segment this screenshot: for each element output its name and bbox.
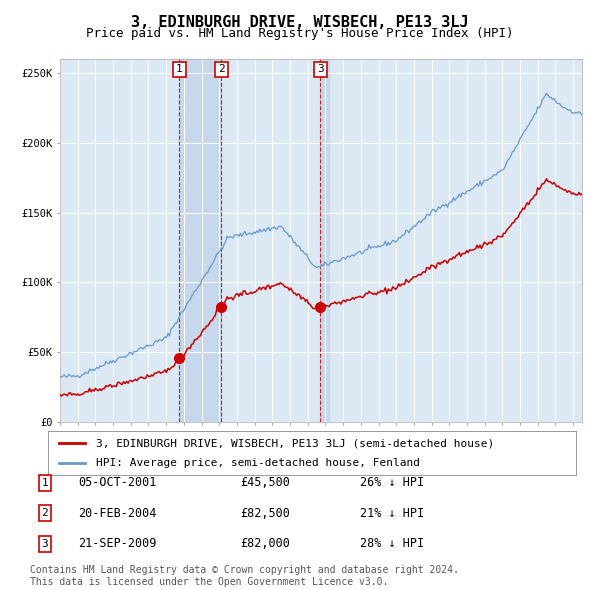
Text: 21% ↓ HPI: 21% ↓ HPI: [360, 507, 424, 520]
Text: 3, EDINBURGH DRIVE, WISBECH, PE13 3LJ (semi-detached house): 3, EDINBURGH DRIVE, WISBECH, PE13 3LJ (s…: [95, 438, 494, 448]
Text: £45,500: £45,500: [240, 476, 290, 489]
Text: HPI: Average price, semi-detached house, Fenland: HPI: Average price, semi-detached house,…: [95, 458, 419, 467]
Text: £82,500: £82,500: [240, 507, 290, 520]
Text: 05-OCT-2001: 05-OCT-2001: [78, 476, 157, 489]
Text: 3, EDINBURGH DRIVE, WISBECH, PE13 3LJ: 3, EDINBURGH DRIVE, WISBECH, PE13 3LJ: [131, 15, 469, 30]
Text: 21-SEP-2009: 21-SEP-2009: [78, 537, 157, 550]
Text: 2: 2: [218, 64, 225, 74]
Text: Price paid vs. HM Land Registry's House Price Index (HPI): Price paid vs. HM Land Registry's House …: [86, 27, 514, 40]
Text: 28% ↓ HPI: 28% ↓ HPI: [360, 537, 424, 550]
Text: 2: 2: [41, 509, 49, 518]
Text: 3: 3: [317, 64, 324, 74]
Text: 3: 3: [41, 539, 49, 549]
Text: 1: 1: [41, 478, 49, 487]
Bar: [320, 59, 329, 422]
Text: Contains HM Land Registry data © Crown copyright and database right 2024.
This d: Contains HM Land Registry data © Crown c…: [30, 565, 459, 587]
Text: £82,000: £82,000: [240, 537, 290, 550]
Bar: [179, 59, 221, 422]
Text: 1: 1: [176, 64, 183, 74]
Text: 26% ↓ HPI: 26% ↓ HPI: [360, 476, 424, 489]
Text: 20-FEB-2004: 20-FEB-2004: [78, 507, 157, 520]
